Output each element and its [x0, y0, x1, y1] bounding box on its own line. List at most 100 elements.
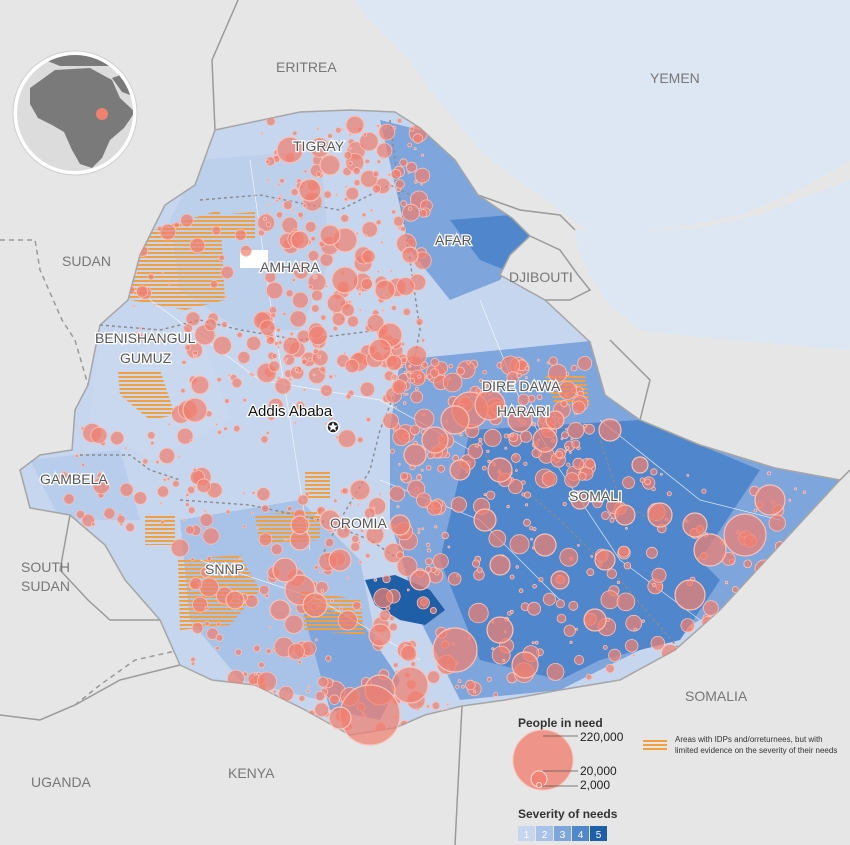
bubble — [396, 117, 403, 124]
bubble — [157, 485, 170, 498]
capital-label: Addis Ababa — [248, 403, 333, 420]
bubble — [215, 645, 220, 651]
bubble — [289, 310, 307, 328]
legend-severity-title: Severity of needs — [518, 807, 618, 821]
bubble — [189, 438, 194, 442]
bubble — [426, 670, 441, 684]
bubble — [409, 126, 415, 132]
bubble — [209, 280, 219, 289]
bubble — [319, 224, 341, 246]
bubble — [550, 570, 570, 590]
bubble — [282, 353, 296, 366]
bubble — [447, 545, 451, 549]
bubble — [183, 323, 193, 334]
bubble — [263, 216, 268, 221]
bubble — [396, 504, 400, 508]
bubble — [81, 462, 86, 467]
bubble — [316, 344, 320, 348]
bubble — [190, 375, 210, 395]
bubble — [515, 565, 519, 569]
bubble — [523, 518, 531, 527]
legend-value-20000: 20,000 — [580, 764, 617, 778]
severity-scale: 1 2 3 4 5 — [518, 826, 607, 841]
bubble — [284, 538, 288, 542]
region-label-gambela: GAMBELA — [40, 471, 108, 487]
bubble — [242, 491, 246, 495]
bubble — [481, 465, 487, 471]
bubble — [295, 400, 306, 411]
bubble — [189, 237, 206, 254]
bubble — [146, 431, 156, 440]
bubble — [378, 123, 396, 141]
bubble — [253, 672, 258, 676]
bubble — [341, 487, 349, 495]
bubble — [440, 405, 470, 435]
bubble — [516, 372, 522, 379]
large-bubbles — [182, 115, 786, 746]
bubble — [203, 509, 207, 513]
bubble — [272, 647, 276, 651]
bubble — [266, 203, 270, 207]
bubble — [364, 234, 368, 238]
bubble — [466, 360, 471, 365]
gulf-of-aden — [575, 180, 850, 350]
bubble — [90, 426, 108, 444]
bubble — [242, 671, 249, 677]
bubble — [212, 335, 232, 355]
bubble — [680, 618, 695, 633]
bubble — [400, 200, 408, 208]
bubble — [651, 486, 656, 492]
ethiopia-locator-dot — [96, 108, 108, 120]
bubble — [265, 430, 270, 435]
bubble — [187, 485, 196, 494]
bubble — [359, 528, 364, 533]
capital-marker[interactable]: Addis Ababa — [247, 402, 340, 434]
bubble — [600, 590, 620, 610]
legend-bubble-2000 — [536, 782, 542, 788]
bubble — [548, 356, 558, 366]
bubble — [426, 542, 431, 548]
bubble — [566, 462, 571, 467]
bubble — [389, 514, 411, 536]
bubble — [468, 602, 489, 624]
bubble — [434, 525, 438, 529]
bubble — [125, 522, 135, 533]
bubble — [378, 492, 382, 496]
bubble — [558, 381, 577, 400]
bubble — [417, 531, 421, 535]
bubble — [373, 588, 394, 609]
bubble — [291, 278, 296, 283]
bubble — [258, 532, 273, 547]
bubble — [465, 679, 476, 691]
bubble — [508, 432, 519, 443]
bubble — [180, 388, 186, 394]
bubble — [406, 588, 410, 592]
bubble — [185, 311, 201, 327]
bubble — [369, 208, 374, 212]
bubble — [507, 479, 523, 495]
bubble — [424, 376, 428, 380]
country-label-yemen: YEMEN — [650, 70, 700, 86]
bubble — [293, 421, 297, 425]
bubble — [192, 467, 198, 473]
bubble — [305, 492, 310, 497]
country-label-djibouti: DJIBOUTI — [509, 269, 573, 285]
bubble — [283, 359, 287, 363]
bubble — [365, 553, 371, 559]
bubble — [393, 215, 404, 227]
bubble — [185, 502, 190, 507]
bubble — [408, 206, 413, 211]
bubble — [340, 213, 350, 223]
bubble — [250, 511, 254, 515]
bubble — [297, 494, 309, 506]
bubble — [545, 410, 565, 430]
bubble — [308, 357, 313, 362]
region-label-oromia: OROMIA — [330, 515, 387, 531]
country-label-kenya: KENYA — [228, 765, 275, 781]
bubble — [560, 437, 564, 441]
country-label-south-sudan-1: SOUTH — [21, 559, 70, 575]
bubble — [318, 570, 322, 574]
bubble — [532, 427, 558, 453]
bubble — [347, 160, 353, 166]
bubble — [276, 345, 281, 349]
